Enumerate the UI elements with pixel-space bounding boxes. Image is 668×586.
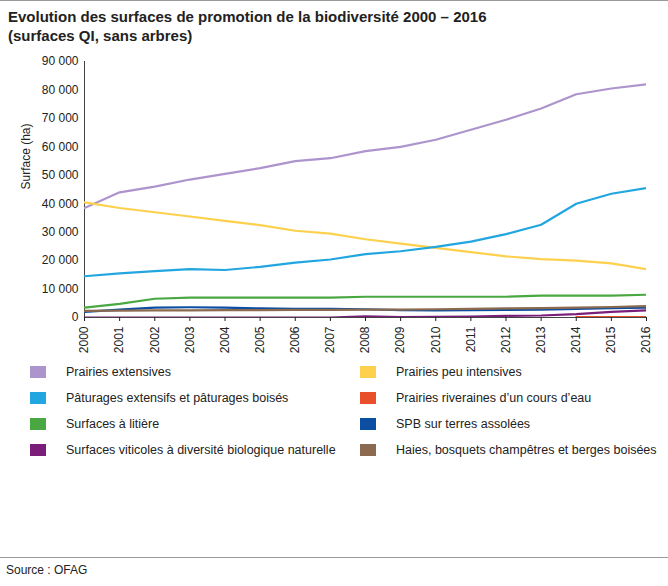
svg-text:2007: 2007	[323, 326, 337, 353]
svg-text:20 000: 20 000	[42, 253, 79, 267]
svg-text:10 000: 10 000	[42, 282, 79, 296]
svg-text:2011: 2011	[464, 326, 478, 352]
svg-text:0: 0	[72, 310, 79, 324]
svg-text:90 000: 90 000	[42, 54, 79, 68]
svg-text:2015: 2015	[604, 326, 618, 353]
html-text:Prairies peu intensives: Prairies peu intensives	[396, 365, 522, 379]
html-text:Prairies extensives: Prairies extensives	[66, 365, 171, 379]
svg-text:2008: 2008	[358, 326, 372, 353]
html-text:Evolution des surfaces de prom: Evolution des surfaces de promotion de l…	[8, 8, 487, 25]
html-text:Surfaces viticoles à diversité: Surfaces viticoles à diversité biologiqu…	[66, 443, 336, 457]
svg-text:2012: 2012	[499, 326, 513, 353]
svg-text:2001: 2001	[112, 326, 126, 353]
svg-text:2016: 2016	[639, 326, 653, 353]
svg-text:2010: 2010	[429, 326, 443, 353]
svg-text:30 000: 30 000	[42, 225, 79, 239]
html-text:Surfaces à litière: Surfaces à litière	[66, 417, 160, 431]
svg-text:80 000: 80 000	[42, 83, 79, 97]
html-text:(surfaces QI, sans arbres): (surfaces QI, sans arbres)	[8, 27, 193, 44]
svg-text:2009: 2009	[393, 326, 407, 353]
svg-text:2002: 2002	[148, 326, 162, 353]
svg-text:2003: 2003	[183, 326, 197, 353]
svg-text:70 000: 70 000	[42, 111, 79, 125]
svg-text:Surface (ha): Surface (ha)	[19, 123, 33, 189]
html-text:Pâturages extensifs et pâturag: Pâturages extensifs et pâturages boisés	[66, 391, 289, 405]
svg-text:2006: 2006	[288, 326, 302, 353]
svg-text:50 000: 50 000	[42, 168, 79, 182]
svg-text:2000: 2000	[77, 326, 91, 353]
html-text:Haies, bosquets champêtres et: Haies, bosquets champêtres et berges boi…	[396, 443, 657, 457]
svg-text:60 000: 60 000	[42, 140, 79, 154]
html-text:Prairies riveraines d’un cours: Prairies riveraines d’un cours d’eau	[396, 391, 592, 405]
svg-text:40 000: 40 000	[42, 197, 79, 211]
svg-text:2004: 2004	[218, 326, 232, 353]
svg-text:2014: 2014	[569, 326, 583, 353]
html-text:Source : OFAG: Source : OFAG	[6, 563, 88, 577]
svg-text:2005: 2005	[253, 326, 267, 353]
html-text:SPB sur terres assolées: SPB sur terres assolées	[396, 417, 531, 431]
svg-text:2013: 2013	[534, 326, 548, 353]
